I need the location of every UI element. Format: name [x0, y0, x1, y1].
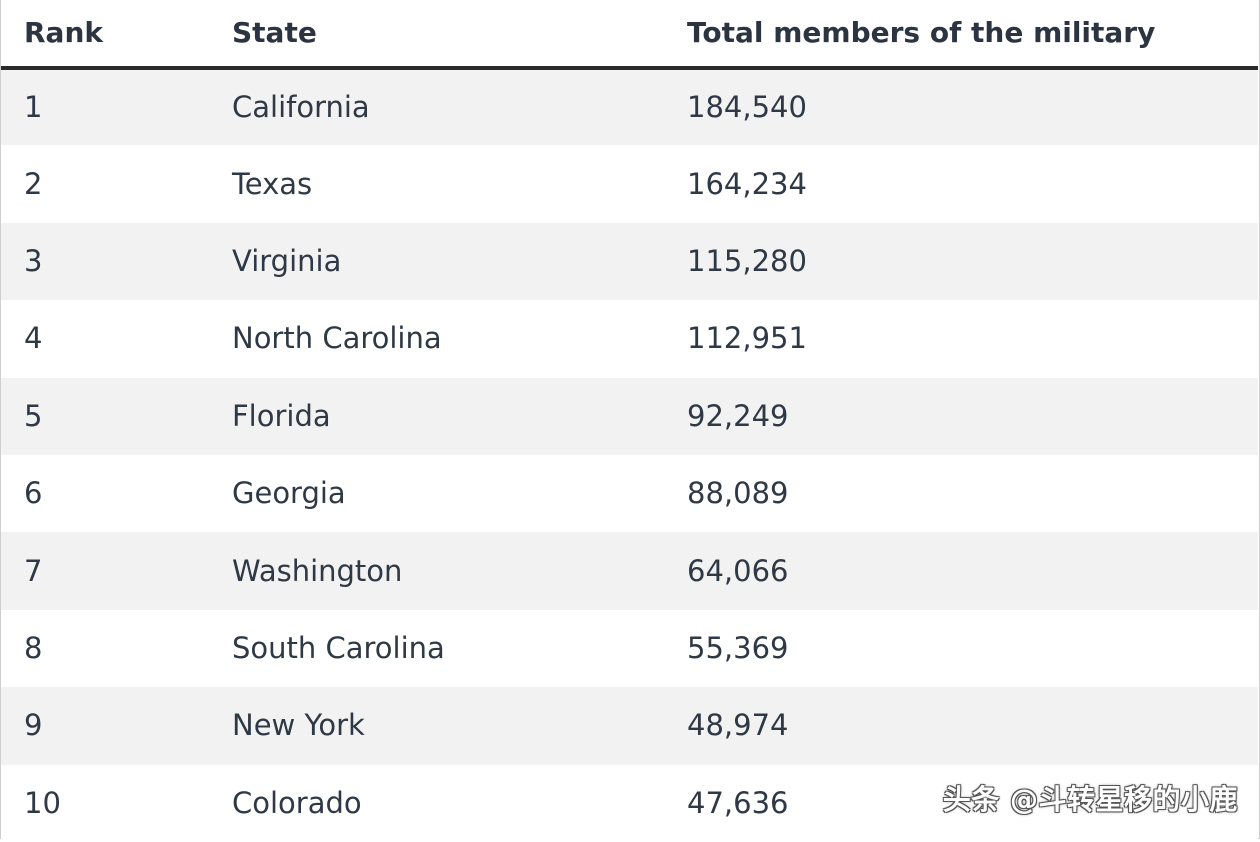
table-row: 7 Washington 64,066 — [1, 532, 1258, 610]
cell-rank: 7 — [24, 553, 43, 588]
cell-total-members: 48,974 — [687, 708, 789, 743]
cell-rank: 2 — [24, 166, 43, 201]
cell-state: Washington — [232, 553, 403, 588]
cell-total-members: 55,369 — [687, 630, 789, 665]
header-row: Rank State Total members of the military — [1, 0, 1258, 70]
cell-rank: 3 — [24, 243, 43, 278]
cell-rank: 10 — [24, 785, 61, 820]
table-row: 10 Colorado 47,636 — [1, 764, 1258, 842]
cell-rank: 9 — [24, 708, 43, 743]
table-row: 9 New York 48,974 — [1, 687, 1258, 765]
cell-state: South Carolina — [232, 630, 445, 665]
cell-total-members: 88,089 — [687, 476, 789, 511]
cell-rank: 5 — [24, 398, 43, 433]
table-row: 4 North Carolina 112,951 — [1, 300, 1258, 378]
table-body: 1 California 184,540 2 Texas 164,234 3 Virginia… — [1, 68, 1258, 842]
cell-rank: 4 — [24, 321, 43, 356]
cell-state: Colorado — [232, 785, 362, 820]
cell-state: California — [232, 90, 370, 125]
cell-total-members: 115,280 — [687, 243, 807, 278]
table-row: 2 Texas 164,234 — [1, 145, 1258, 223]
cell-total-members: 64,066 — [687, 553, 789, 588]
cell-total-members: 92,249 — [687, 398, 789, 433]
cell-state: Florida — [232, 398, 331, 433]
cell-state: North Carolina — [232, 321, 442, 356]
column-header-total: Total members of the military — [687, 0, 1258, 70]
table-row: 3 Virginia 115,280 — [1, 222, 1258, 301]
cell-total-members: 164,234 — [687, 166, 807, 201]
cell-state: Virginia — [232, 243, 342, 278]
table-row: 5 Florida 92,249 — [1, 377, 1258, 455]
watermark-text: 头条 @斗转星移的小鹿 — [942, 783, 1238, 816]
cell-state: New York — [232, 708, 365, 743]
column-header-rank: Rank — [1, 0, 232, 70]
cell-rank: 1 — [24, 90, 43, 125]
column-header-state: State — [232, 0, 687, 70]
table-row: 6 Georgia 88,089 — [1, 454, 1258, 533]
cell-total-members: 184,540 — [687, 90, 807, 125]
table-row: 1 California 184,540 — [1, 68, 1258, 146]
table-row: 8 South Carolina 55,369 — [1, 609, 1258, 688]
cell-state: Georgia — [232, 476, 346, 511]
cell-total-members: 112,951 — [687, 321, 807, 356]
cell-state: Texas — [232, 166, 313, 201]
table-header: Rank State Total members of the military — [1, 0, 1258, 70]
cell-total-members: 47,636 — [687, 785, 789, 820]
cell-rank: 6 — [24, 476, 43, 511]
cell-rank: 8 — [24, 630, 43, 665]
